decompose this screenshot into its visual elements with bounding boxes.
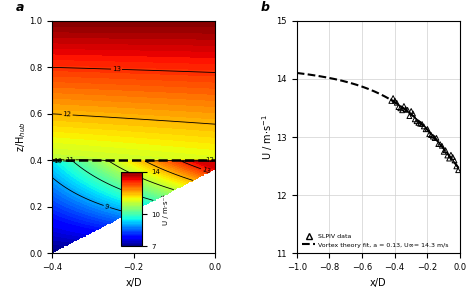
Point (427, 133, 435, 137)
Point (404, 108, 411, 112)
Point (438, 143, 446, 148)
Point (391, 98, 399, 103)
Point (418, 122, 426, 126)
Text: b: b (261, 1, 270, 14)
Point (397, 106, 404, 111)
Point (446, 156, 453, 161)
Point (415, 120, 422, 125)
Point (402, 107, 410, 111)
Point (435, 142, 442, 147)
Point (395, 105, 402, 109)
Point (417, 121, 424, 126)
Text: 12: 12 (205, 157, 214, 163)
Point (393, 100, 401, 105)
Y-axis label: z/H$_{hub}$: z/H$_{hub}$ (14, 122, 28, 152)
Point (398, 108, 406, 113)
Point (411, 117, 419, 122)
Text: a: a (16, 1, 25, 14)
Point (433, 136, 440, 140)
Point (409, 111, 417, 116)
Point (449, 155, 456, 159)
Point (422, 127, 429, 132)
Point (436, 142, 444, 147)
Point (426, 132, 433, 136)
Y-axis label: U / m$\cdot$s$^{-1}$: U / m$\cdot$s$^{-1}$ (260, 114, 275, 160)
Point (442, 148, 449, 153)
Point (431, 136, 438, 140)
Point (389, 96, 397, 100)
Point (406, 114, 413, 119)
Point (440, 149, 447, 154)
Text: 13: 13 (201, 166, 211, 175)
Text: 11: 11 (65, 157, 74, 163)
Point (451, 158, 458, 163)
Point (455, 168, 462, 173)
Text: 9: 9 (104, 203, 110, 210)
Point (420, 124, 428, 129)
Point (413, 119, 420, 124)
Text: 10: 10 (53, 158, 62, 164)
Point (400, 104, 408, 108)
Point (424, 127, 431, 131)
Point (447, 152, 455, 157)
Point (453, 164, 460, 169)
X-axis label: x/D: x/D (370, 277, 387, 288)
Legend: SLPIV data, Vortex theory fit, a = 0.13, U∞= 14.3 m/s: SLPIV data, Vortex theory fit, a = 0.13,… (300, 231, 451, 250)
Text: 12: 12 (63, 111, 72, 118)
X-axis label: x/D: x/D (125, 277, 142, 288)
Text: 13: 13 (112, 66, 121, 72)
Point (429, 134, 437, 139)
Point (444, 153, 451, 158)
Point (388, 99, 395, 103)
Point (407, 108, 415, 113)
